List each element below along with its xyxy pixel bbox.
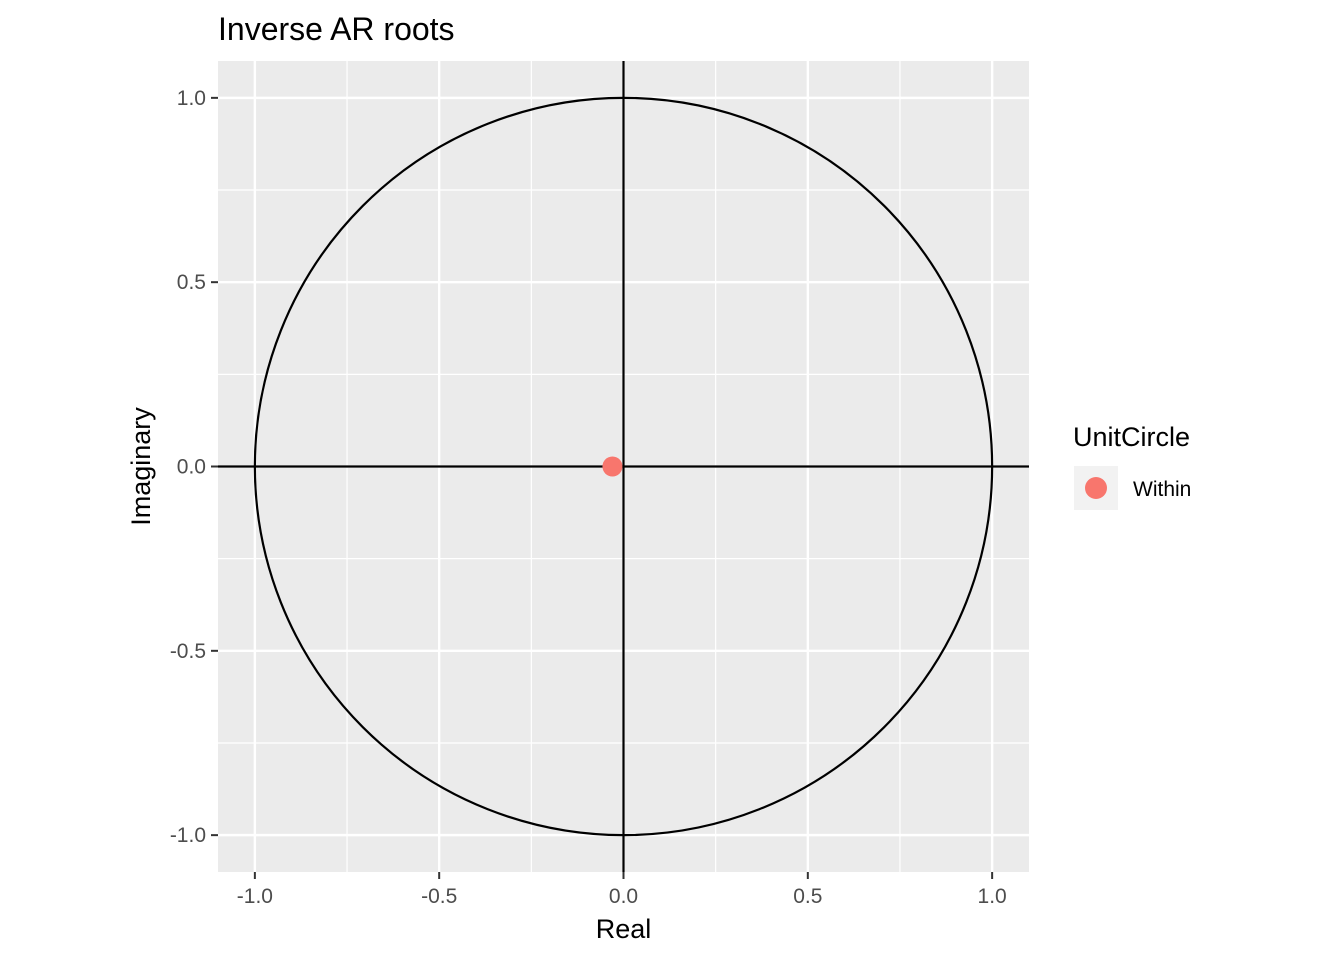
- legend-label-within: Within: [1133, 478, 1191, 501]
- legend-key-dot: [1085, 477, 1107, 499]
- x-tick-label: 0.5: [793, 885, 822, 908]
- y-axis-title: Imaginary: [126, 407, 156, 526]
- x-tick-label: 1.0: [978, 885, 1007, 908]
- data-points: [602, 456, 623, 477]
- x-tick-label: -0.5: [421, 885, 457, 908]
- x-axis-title: Real: [596, 914, 652, 944]
- x-tick-label: -1.0: [237, 885, 273, 908]
- legend: UnitCircle Within: [1073, 422, 1191, 510]
- y-tick-label: -0.5: [170, 640, 206, 663]
- chart-title: Inverse AR roots: [218, 11, 455, 47]
- x-tick-label: 0.0: [609, 885, 638, 908]
- data-point: [602, 456, 623, 477]
- y-tick-label: 0.0: [177, 456, 206, 479]
- unit-circle-layer: [253, 96, 994, 837]
- y-tick-label: -1.0: [170, 824, 206, 847]
- y-axis: -1.0 -0.5 0.0 0.5 1.0: [170, 87, 218, 847]
- y-tick-label: 0.5: [177, 271, 206, 294]
- y-tick-label: 1.0: [177, 87, 206, 110]
- unit-circle: [253, 96, 994, 837]
- legend-title: UnitCircle: [1073, 422, 1190, 452]
- x-axis: -1.0 -0.5 0.0 0.5 1.0: [237, 872, 1007, 908]
- reference-lines: [218, 61, 1029, 872]
